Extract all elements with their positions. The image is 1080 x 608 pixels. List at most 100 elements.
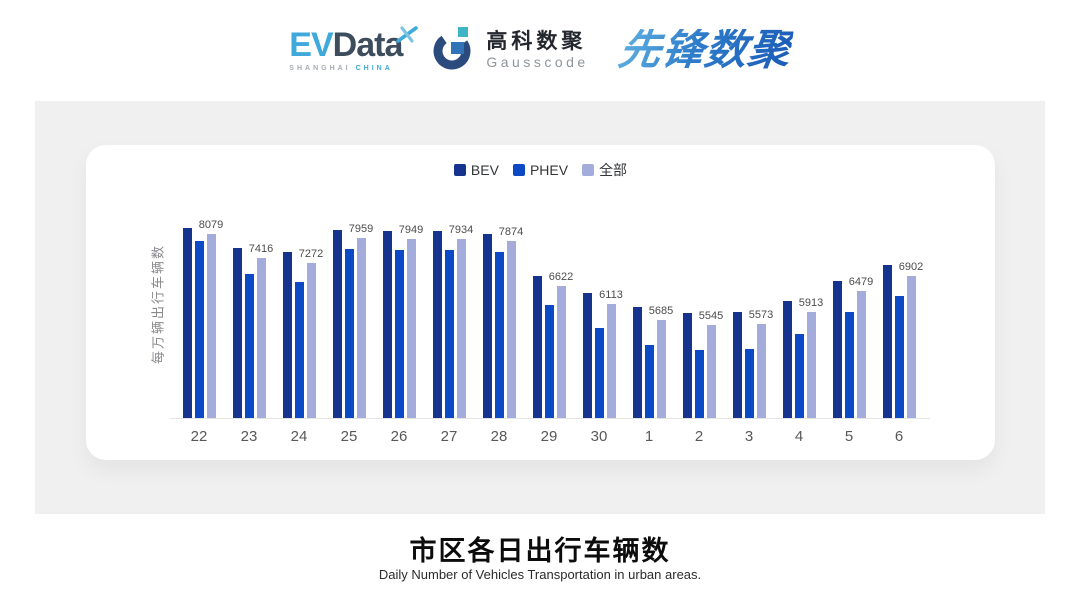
- bar-全部[interactable]: [406, 238, 416, 418]
- legend-item-phev[interactable]: PHEV: [512, 162, 569, 178]
- evdata-wordmark: EVData: [289, 26, 419, 64]
- bar-phev[interactable]: [794, 334, 804, 418]
- chart-card: BEV PHEV 全部 每万辆出行车辆数 8079 22 7416 23 7272 24 795…: [86, 145, 995, 460]
- bar-bev[interactable]: [782, 300, 792, 418]
- bar-phev[interactable]: [344, 248, 354, 418]
- bar-全部[interactable]: [306, 262, 316, 418]
- bar-phev[interactable]: [544, 305, 554, 418]
- bar-group-23: 7416 23: [224, 190, 274, 445]
- evdata-data-text: Data: [332, 26, 404, 64]
- bar-value-label: 6479: [848, 276, 874, 289]
- evdata-china-text: CHINA: [355, 65, 393, 72]
- brand-header: EVData SHANGHAI CHINA: [0, 18, 1080, 82]
- bar-group-27: 7934 27: [424, 190, 474, 445]
- bar-全部[interactable]: [206, 233, 216, 418]
- bar-value-label: 7934: [448, 224, 474, 236]
- evdata-subtext: SHANGHAI CHINA: [289, 65, 402, 72]
- bar-全部[interactable]: [906, 276, 916, 418]
- bar-phev[interactable]: [244, 273, 254, 418]
- bar-bev[interactable]: [532, 275, 542, 418]
- bar-group-1: 5685 1: [624, 190, 674, 445]
- gausscode-en-text: Gausscode: [486, 54, 589, 71]
- legend-label: BEV: [470, 162, 499, 178]
- bar-phev[interactable]: [744, 348, 754, 418]
- x-axis-tick: 3: [744, 428, 754, 445]
- bar-phev[interactable]: [394, 250, 404, 418]
- bar-value-label: 7949: [398, 223, 424, 236]
- page-subtitle: Daily Number of Vehicles Transportation …: [378, 567, 702, 582]
- x-axis-tick: 25: [340, 428, 358, 445]
- bar-bev[interactable]: [882, 264, 892, 418]
- bar-value-label: 8079: [198, 218, 224, 231]
- x-axis-tick: 23: [240, 428, 258, 445]
- x-axis-tick: 28: [490, 428, 508, 445]
- bar-bev[interactable]: [732, 312, 742, 418]
- bar-全部[interactable]: [756, 323, 766, 418]
- bar-phev[interactable]: [844, 312, 854, 418]
- bar-全部[interactable]: [656, 319, 666, 418]
- legend-swatch-icon: [453, 164, 466, 176]
- bar-bev[interactable]: [582, 293, 592, 418]
- legend-swatch-icon: [512, 164, 525, 176]
- bar-group-22: 8079 22: [174, 190, 224, 445]
- bar-group-25: 7959 25: [324, 190, 374, 445]
- bar-bev[interactable]: [282, 252, 292, 418]
- x-axis-tick: 5: [844, 428, 854, 445]
- bar-全部[interactable]: [456, 239, 466, 418]
- bar-bev[interactable]: [332, 229, 342, 418]
- bar-value-label: 6622: [548, 271, 574, 284]
- bar-group-4: 5913 4: [774, 190, 824, 445]
- bar-value-label: 7272: [298, 247, 324, 260]
- x-axis-tick: 27: [440, 428, 458, 445]
- bar-value-label: 6902: [898, 261, 924, 274]
- bar-bev[interactable]: [432, 230, 442, 418]
- bar-group-6: 6902 6: [874, 190, 924, 445]
- bar-group-2: 5545 2: [674, 190, 724, 445]
- bar-value-label: 7959: [348, 223, 374, 236]
- bar-phev[interactable]: [444, 250, 454, 418]
- x-axis-tick: 30: [590, 428, 608, 445]
- bar-全部[interactable]: [506, 241, 516, 418]
- bar-bev[interactable]: [682, 313, 692, 418]
- bar-bev[interactable]: [482, 233, 492, 418]
- bar-value-label: 7416: [248, 242, 274, 255]
- bar-全部[interactable]: [556, 286, 566, 418]
- evdata-ev-text: EV: [289, 26, 333, 64]
- bar-phev[interactable]: [194, 241, 204, 418]
- x-axis-tick: 24: [290, 428, 308, 445]
- bar-全部[interactable]: [856, 291, 866, 418]
- bar-bev[interactable]: [182, 228, 192, 418]
- bar-bev[interactable]: [382, 231, 392, 418]
- bar-group-5: 6479 5: [824, 190, 874, 445]
- bar-group-28: 7874 28: [474, 190, 524, 445]
- bar-全部[interactable]: [256, 257, 266, 418]
- bar-value-label: 6113: [599, 289, 623, 302]
- bar-全部[interactable]: [806, 311, 816, 418]
- bar-phev[interactable]: [694, 349, 704, 418]
- bar-全部[interactable]: [356, 238, 366, 418]
- bar-group-30: 6113 30: [574, 190, 624, 445]
- bar-bev[interactable]: [232, 247, 242, 418]
- legend-item-bev[interactable]: BEV: [453, 162, 499, 178]
- legend-label: PHEV: [529, 162, 569, 178]
- x-axis-tick: 2: [694, 428, 704, 445]
- x-axis-tick: 26: [390, 428, 408, 445]
- bar-group-24: 7272 24: [274, 190, 324, 445]
- bar-phev[interactable]: [594, 327, 604, 418]
- bar-phev[interactable]: [894, 296, 904, 418]
- bar-plot: 8079 22 7416 23 7272 24 7959 25 7949 26 7934 27 7874…: [174, 190, 924, 445]
- gausscode-cn-text: 高科数聚: [486, 29, 587, 53]
- x-axis-tick: 22: [190, 428, 208, 445]
- bar-phev[interactable]: [494, 252, 504, 418]
- legend-item-全部[interactable]: 全部: [582, 160, 627, 180]
- x-axis-tick: 1: [644, 428, 654, 445]
- bar-bev[interactable]: [632, 307, 642, 418]
- bar-全部[interactable]: [606, 304, 616, 418]
- bar-phev[interactable]: [644, 344, 654, 418]
- bar-全部[interactable]: [706, 324, 716, 418]
- bar-bev[interactable]: [832, 280, 842, 418]
- bar-value-label: 7874: [498, 226, 524, 239]
- page-title: 市区各日出行车辆数: [409, 536, 671, 566]
- bar-phev[interactable]: [294, 281, 304, 418]
